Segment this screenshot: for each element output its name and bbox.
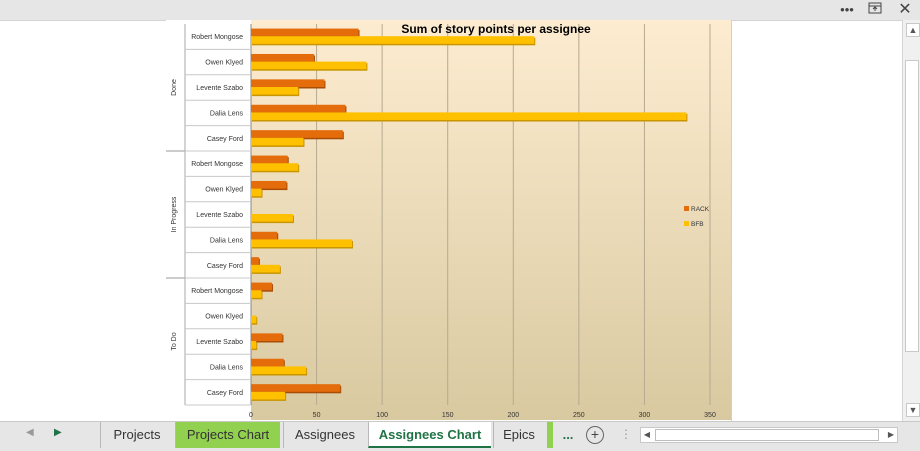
legend-swatch xyxy=(684,221,689,226)
tab-more[interactable]: ... xyxy=(562,427,574,442)
bar-bfb[interactable] xyxy=(251,239,352,248)
horizontal-scrollbar[interactable]: ◀ ▶ xyxy=(640,427,898,443)
bar-bfb[interactable] xyxy=(251,391,286,400)
scroll-up-icon[interactable]: ▲ xyxy=(906,23,920,37)
scroll-tabs-left-icon[interactable]: ◀ xyxy=(26,427,34,438)
category-label: Owen Klyed xyxy=(205,187,243,194)
bar-bfb[interactable] xyxy=(251,36,535,44)
x-tick-label: 250 xyxy=(573,412,585,419)
bar-bfb[interactable] xyxy=(251,213,293,222)
bar-rack[interactable] xyxy=(251,79,325,87)
category-label: Robert Mongose xyxy=(191,34,243,41)
scroll-down-icon[interactable]: ▼ xyxy=(906,403,920,417)
bar-bfb[interactable] xyxy=(251,290,262,298)
bar-rack[interactable] xyxy=(251,333,283,341)
bar-rack[interactable] xyxy=(251,282,272,291)
category-label: Dalia Lens xyxy=(210,364,244,371)
x-tick-label: 150 xyxy=(442,412,454,419)
close-icon[interactable]: ✕ xyxy=(898,1,912,18)
chart-title: Sum of story points per assignee xyxy=(401,22,591,36)
bar-bfb[interactable] xyxy=(251,315,257,324)
x-tick-label: 350 xyxy=(704,412,716,419)
chart-container[interactable]: Done In Progress To Do Robert Mongose Owen K… xyxy=(166,20,731,420)
bar-rack[interactable] xyxy=(251,231,278,240)
category-label: Owen Klyed xyxy=(205,314,243,321)
scroll-tabs-right-icon[interactable]: ▶ xyxy=(54,427,62,438)
legend-label: BFB xyxy=(691,221,704,228)
bar-bfb[interactable] xyxy=(251,366,307,375)
ellipsis-icon[interactable]: ••• xyxy=(840,2,854,17)
bar-bfb[interactable] xyxy=(251,61,367,70)
bar-rack[interactable] xyxy=(251,384,341,392)
tab-projects[interactable]: Projects xyxy=(100,422,173,448)
bar-rack[interactable] xyxy=(251,257,259,265)
bar-rack[interactable] xyxy=(251,53,314,62)
bar-bfb[interactable] xyxy=(251,86,299,95)
bar-rack[interactable] xyxy=(251,104,346,113)
x-tick-label: 50 xyxy=(313,412,321,419)
tab-projects-chart[interactable]: Projects Chart xyxy=(175,422,280,448)
vertical-scrollbar[interactable]: ▲ ▼ xyxy=(902,20,920,421)
x-tick-label: 300 xyxy=(639,412,651,419)
category-label: Levente Szabo xyxy=(196,339,243,346)
restore-window-icon[interactable] xyxy=(866,2,884,18)
bar-bfb[interactable] xyxy=(251,137,304,146)
tab-assignees-chart[interactable]: Assignees Chart xyxy=(368,422,491,448)
tab-color-marker xyxy=(547,422,553,448)
category-label: Owen Klyed xyxy=(205,60,243,67)
group-label: In Progress xyxy=(171,196,178,232)
category-label: Dalia Lens xyxy=(210,237,244,244)
bar-rack[interactable] xyxy=(251,180,287,189)
x-tick-label: 200 xyxy=(507,412,519,419)
category-label: Casey Ford xyxy=(207,136,243,143)
scroll-left-icon[interactable]: ◀ xyxy=(643,430,651,439)
sheet-left-area xyxy=(0,21,166,422)
bar-rack[interactable] xyxy=(251,130,343,138)
bar-rack[interactable] xyxy=(251,358,284,367)
tab-splitter-icon[interactable]: ⋮ xyxy=(620,427,632,441)
bar-bfb[interactable] xyxy=(251,264,280,273)
add-sheet-icon[interactable]: + xyxy=(586,426,604,444)
legend-label: RACK xyxy=(691,206,710,213)
group-label: Done xyxy=(171,79,178,96)
bar-bfb[interactable] xyxy=(251,163,299,171)
tab-epics[interactable]: Epics xyxy=(493,422,544,448)
vertical-scroll-thumb[interactable] xyxy=(905,60,919,352)
category-label: Robert Mongose xyxy=(191,288,243,295)
bar-bfb[interactable] xyxy=(251,112,687,121)
bar-rack[interactable] xyxy=(251,155,288,164)
category-label: Levente Szabo xyxy=(196,212,243,219)
category-axis-panel xyxy=(166,20,251,420)
legend-swatch xyxy=(684,206,689,211)
sheet-tab-bar: ◀ ▶ Projects Projects Chart Assignees As… xyxy=(0,421,920,451)
category-label: Robert Mongose xyxy=(191,161,243,168)
category-label: Dalia Lens xyxy=(210,110,244,117)
bar-bfb[interactable] xyxy=(251,188,262,197)
bar-rack[interactable] xyxy=(251,28,359,37)
group-label: To Do xyxy=(171,332,178,350)
sheet-right-area xyxy=(731,21,903,422)
x-tick-label: 0 xyxy=(249,412,253,419)
category-label: Casey Ford xyxy=(207,390,243,397)
category-label: Casey Ford xyxy=(207,263,243,270)
horizontal-scroll-thumb[interactable] xyxy=(655,429,879,441)
bar-bfb[interactable] xyxy=(251,340,257,349)
category-label: Levente Szabo xyxy=(196,85,243,92)
title-bar: ••• ✕ xyxy=(0,0,920,20)
bar-chart[interactable]: Done In Progress To Do Robert Mongose Owen K… xyxy=(166,20,731,420)
scroll-right-icon[interactable]: ▶ xyxy=(887,430,895,439)
x-tick-label: 100 xyxy=(376,412,388,419)
tab-assignees[interactable]: Assignees xyxy=(283,422,366,448)
